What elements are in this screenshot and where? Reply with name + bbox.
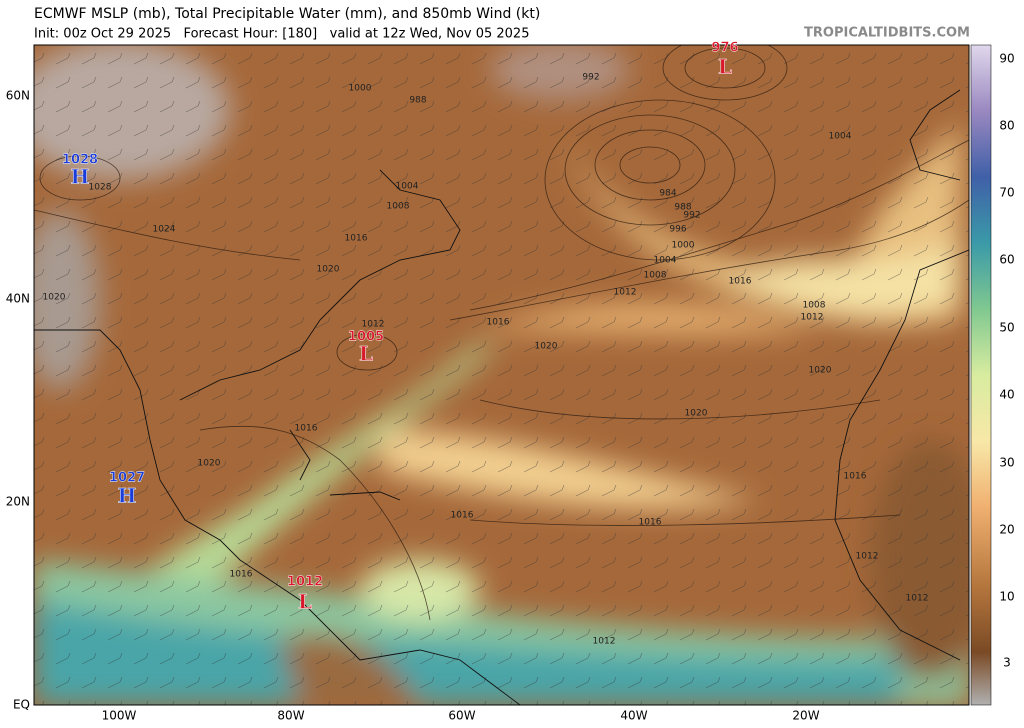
- isobar-label: 1004: [829, 132, 852, 142]
- pressure-letter: L: [718, 55, 732, 79]
- isobar-label: 1008: [803, 301, 826, 311]
- colorbar-label: 40: [999, 388, 1014, 402]
- pressure-value: 1012: [287, 575, 323, 590]
- isobar-label: 1020: [535, 342, 558, 352]
- isobar-label: 1016: [451, 511, 474, 521]
- pressure-letter: H: [118, 484, 137, 508]
- isobar-label: 1016: [639, 518, 662, 528]
- isobar-label: 1008: [644, 271, 667, 281]
- colorbar-label: 3: [1003, 656, 1011, 670]
- latitude-label: 20N: [6, 495, 30, 509]
- pressure-letter: L: [298, 590, 312, 614]
- pressure-value: 1027: [109, 471, 145, 486]
- longitude-label: 40W: [620, 709, 647, 723]
- isobar-label: 984: [659, 189, 676, 199]
- isobar-label: 996: [669, 225, 686, 235]
- pressure-letter: H: [71, 165, 90, 189]
- isobar-label: 1020: [198, 459, 221, 469]
- isobar-label: 1024: [153, 225, 176, 235]
- isobar-label: 1012: [906, 594, 929, 604]
- isobar-label: 1016: [844, 472, 867, 482]
- colorbar-label: 60: [999, 253, 1014, 267]
- isobars: [34, 45, 969, 621]
- longitude-label: 20W: [792, 709, 819, 723]
- colorbar-label: 30: [999, 456, 1014, 470]
- coastlines: [34, 89, 969, 705]
- isobar-label: 1012: [856, 552, 879, 562]
- longitude-label: 100W: [102, 709, 137, 723]
- isobar-label: 1012: [801, 313, 824, 323]
- isobar-label: 1020: [43, 293, 66, 303]
- latitude-label: 60N: [6, 89, 30, 103]
- colorbar-label: 20: [999, 523, 1014, 537]
- isobar-label: 1012: [593, 637, 616, 647]
- subtitle: Init: 00z Oct 29 2025 Forecast Hour: [18…: [34, 27, 529, 42]
- colorbar-label: 80: [999, 119, 1014, 133]
- isobar-label: 1016: [729, 277, 752, 287]
- isobar-label: 1016: [295, 424, 318, 434]
- watermark: TROPICALTIDBITS.COM: [804, 26, 970, 41]
- isobar-label: 988: [674, 203, 691, 213]
- latitude-label: EQ: [13, 698, 30, 712]
- colorbar: [970, 44, 992, 706]
- title: ECMWF MSLP (mb), Total Precipitable Wate…: [34, 6, 540, 22]
- isobar-label: 1020: [317, 265, 340, 275]
- isobar-label: 1020: [685, 409, 708, 419]
- isobar-label: 1016: [345, 234, 368, 244]
- isobar-label: 1004: [654, 256, 677, 266]
- latitude-label: 40N: [6, 292, 30, 306]
- pressure-value: 1005: [348, 330, 384, 345]
- isobar-label: 1020: [809, 366, 832, 376]
- colorbar-label: 90: [999, 52, 1014, 66]
- colorbar-label: 50: [999, 321, 1014, 335]
- isobar-label: 992: [683, 211, 700, 221]
- isobar-label: 1000: [349, 84, 372, 94]
- map: [34, 45, 969, 705]
- colorbar-label: 70: [999, 186, 1014, 200]
- isobar-label: 1008: [387, 202, 410, 212]
- longitude-label: 80W: [277, 709, 304, 723]
- isobar-label: 988: [409, 96, 426, 106]
- isobar-label: 1004: [396, 182, 419, 192]
- isobar-label: 1016: [487, 318, 510, 328]
- pressure-letter: L: [359, 342, 373, 366]
- map-frame: [33, 44, 970, 706]
- pressure-value: 976: [711, 41, 738, 56]
- pressure-value: 1028: [62, 153, 98, 168]
- isobar-label: 1000: [672, 241, 695, 251]
- isobar-label: 992: [582, 73, 599, 83]
- isobar-label: 1028: [89, 183, 112, 193]
- isobar-label: 1016: [230, 570, 253, 580]
- longitude-label: 60W: [448, 709, 475, 723]
- isobar-label: 1012: [362, 320, 385, 330]
- isobar-label: 1012: [614, 288, 637, 298]
- colorbar-label: 10: [999, 590, 1014, 604]
